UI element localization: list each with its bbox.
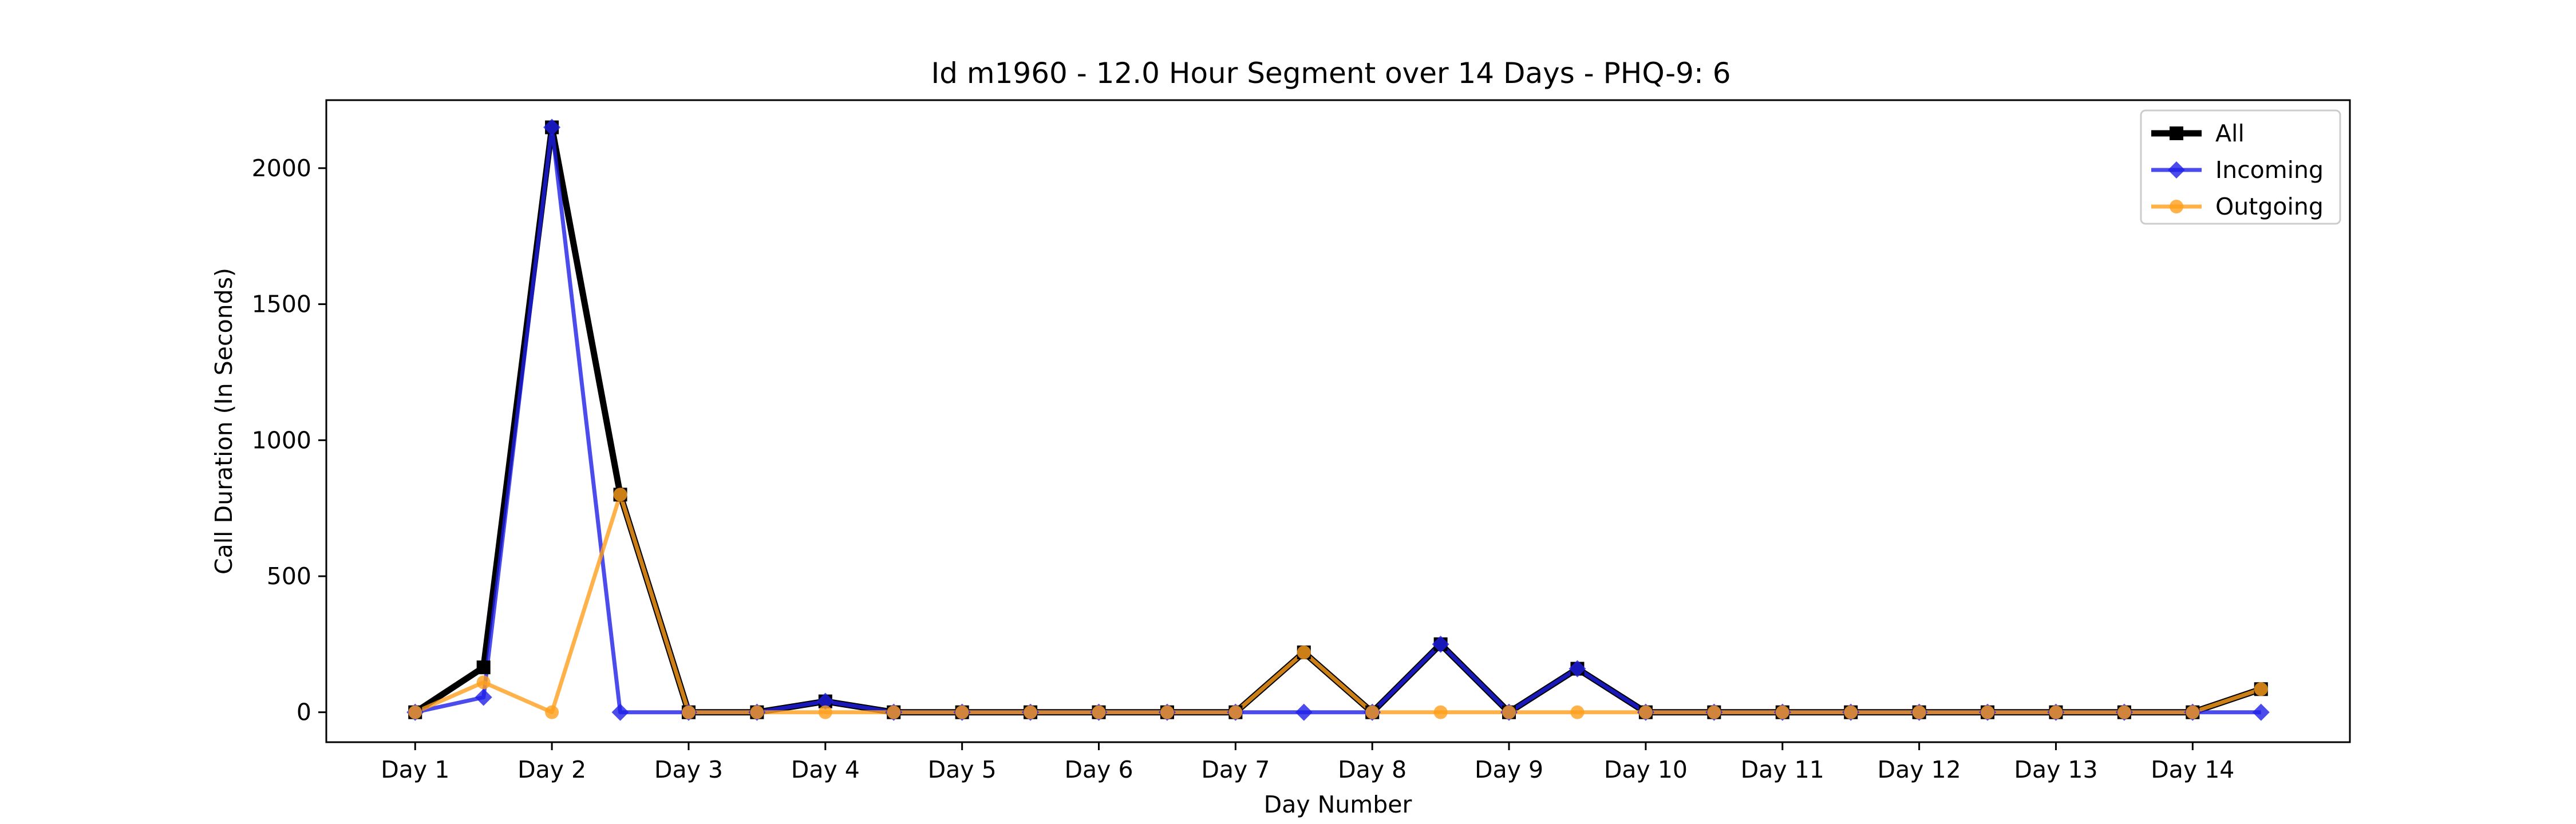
legend-marker-outgoing: [2170, 200, 2183, 213]
y-tick-label: 2000: [252, 154, 311, 182]
x-tick-label: Day 6: [1064, 756, 1133, 783]
data-point-outgoing: [476, 675, 491, 690]
data-point-outgoing: [1638, 705, 1653, 719]
data-point-outgoing: [1024, 705, 1038, 719]
y-axis-label: Call Duration (In Seconds): [210, 268, 238, 575]
x-tick-label: Day 3: [654, 756, 723, 783]
series-line-all: [413, 124, 2262, 716]
data-point-outgoing: [1844, 705, 1858, 719]
legend-label-all: All: [2215, 120, 2245, 147]
x-tick-label: Day 2: [517, 756, 586, 783]
data-point-incoming: [611, 703, 629, 721]
x-axis-label: Day Number: [1264, 791, 1412, 818]
data-point-outgoing: [408, 705, 422, 719]
x-tick-label: Day 14: [2151, 756, 2234, 783]
data-point-outgoing: [1092, 705, 1106, 719]
data-point-outgoing: [1775, 705, 1789, 719]
legend-marker-all: [2170, 126, 2183, 140]
x-tick-label: Day 7: [1201, 756, 1270, 783]
data-point-outgoing: [1433, 705, 1448, 719]
data-point-outgoing: [2254, 682, 2268, 696]
plot-markers: [406, 118, 2270, 721]
data-point-outgoing: [1365, 705, 1380, 719]
data-point-outgoing: [1981, 705, 1995, 719]
legend-label-outgoing: Outgoing: [2215, 193, 2324, 220]
data-point-outgoing: [887, 705, 901, 719]
data-point-outgoing: [1570, 705, 1585, 719]
data-point-outgoing: [1912, 705, 1926, 719]
data-point-incoming: [2252, 703, 2270, 721]
x-tick-label: Day 12: [1878, 756, 1961, 783]
data-point-incoming: [1295, 703, 1313, 721]
x-tick-label: Day 8: [1338, 756, 1406, 783]
y-axis: 0 500 1000 1500 2000: [252, 154, 326, 726]
data-point-outgoing: [955, 705, 969, 719]
data-point-incoming: [816, 692, 834, 710]
data-point-outgoing: [613, 488, 627, 502]
data-point-incoming: [543, 118, 561, 136]
data-point-outgoing: [1707, 705, 1721, 719]
plot-lines: [413, 124, 2262, 716]
series-line-incoming: [414, 125, 2261, 715]
x-tick-label: Day 13: [2014, 756, 2097, 783]
plot-area-frame: [325, 99, 2351, 743]
chart-title: Id m1960 - 12.0 Hour Segment over 14 Day…: [931, 57, 1730, 90]
data-point-outgoing: [1228, 705, 1243, 719]
y-tick-label: 500: [267, 562, 311, 590]
y-tick-label: 1500: [252, 291, 311, 318]
x-tick-label: Day 10: [1604, 756, 1688, 783]
legend: All Incoming Outgoing: [2140, 109, 2341, 225]
data-point-incoming: [475, 688, 492, 706]
data-point-outgoing: [2117, 705, 2131, 719]
legend-label-incoming: Incoming: [2215, 156, 2324, 184]
data-point-outgoing: [1297, 645, 1311, 660]
data-point-outgoing: [1160, 705, 1174, 719]
y-tick-label: 1000: [252, 426, 311, 454]
x-tick-label: Day 9: [1475, 756, 1543, 783]
y-tick-label: 0: [297, 699, 311, 726]
data-point-incoming: [1568, 660, 1586, 678]
data-point-outgoing: [2186, 705, 2200, 719]
data-point-outgoing: [681, 705, 696, 719]
x-tick-label: Day 11: [1741, 756, 1824, 783]
data-point-incoming: [1432, 635, 1449, 653]
series-line-outgoing: [414, 492, 2262, 715]
x-tick-label: Day 1: [381, 756, 449, 783]
x-axis: Day 1 Day 2 Day 3 Day 4 Day 5 Day 6 Day 7 Day 8…: [381, 742, 2234, 783]
x-tick-label: Day 4: [791, 756, 860, 783]
data-point-outgoing: [545, 705, 559, 719]
x-tick-label: Day 5: [928, 756, 997, 783]
legend-frame: [2140, 109, 2341, 225]
data-point-outgoing: [1502, 705, 1516, 719]
data-point-outgoing: [2049, 705, 2063, 719]
data-point-outgoing: [818, 705, 832, 719]
data-point-outgoing: [750, 705, 764, 719]
legend-marker-incoming: [2168, 161, 2185, 179]
data-point-all: [476, 660, 491, 675]
